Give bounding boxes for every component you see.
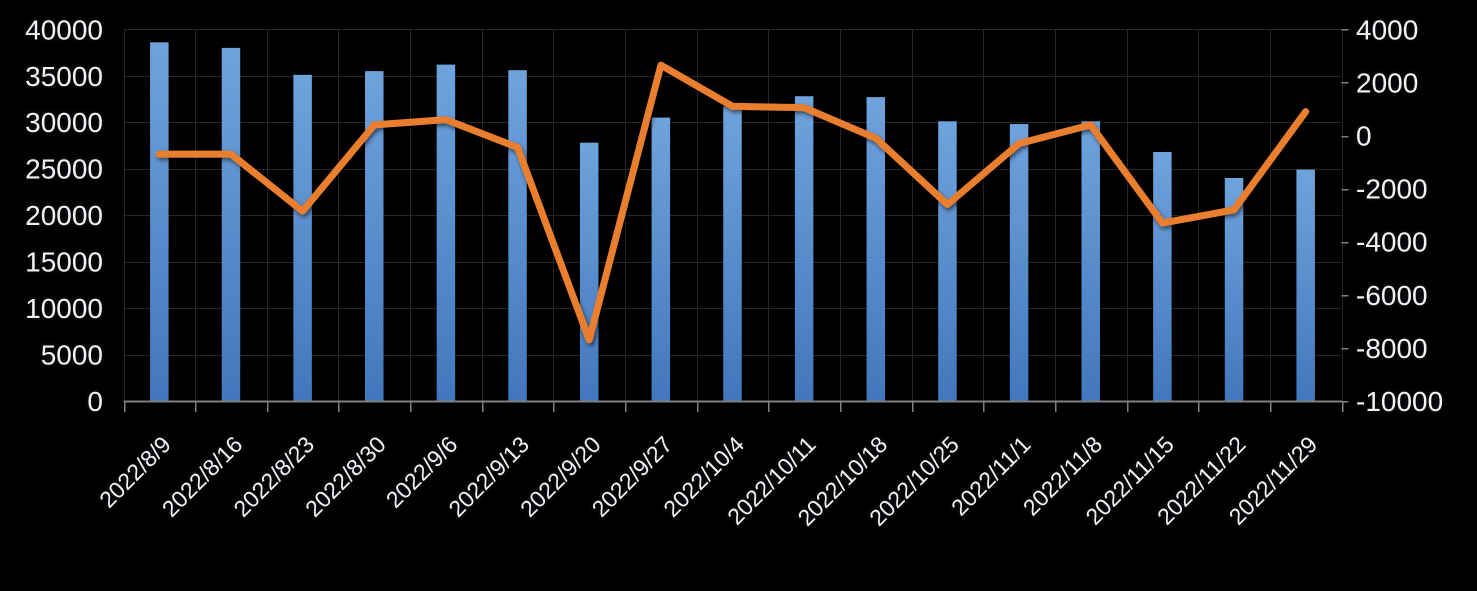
left-axis-tick-label: 10000 <box>25 293 103 324</box>
right-axis-tick-label: -6000 <box>1356 280 1428 311</box>
right-axis-tick-label: -4000 <box>1356 227 1428 258</box>
bar <box>365 71 384 402</box>
bar <box>293 74 312 401</box>
right-axis-tick-label: -8000 <box>1356 333 1428 364</box>
left-axis-tick-label: 20000 <box>25 200 103 231</box>
bar <box>1081 121 1100 402</box>
left-axis-tick-label: 30000 <box>25 107 103 138</box>
bar <box>723 106 742 402</box>
right-axis-tick-label: -2000 <box>1356 174 1428 205</box>
right-axis-tick-label: 2000 <box>1356 67 1418 98</box>
bar <box>1296 169 1315 401</box>
bar <box>938 121 957 402</box>
bar <box>508 70 527 401</box>
bar <box>150 42 169 401</box>
right-axis-tick-label: 4000 <box>1356 14 1418 45</box>
left-axis-tick-label: 40000 <box>25 14 103 45</box>
bar <box>794 96 814 402</box>
left-axis-tick-label: 5000 <box>41 340 103 371</box>
bar <box>579 142 599 401</box>
x-axis-labels: 2022/8/92022/8/162022/8/232022/8/302022/… <box>94 431 1322 531</box>
left-axis-tick-label: 35000 <box>25 61 103 92</box>
bar-series <box>150 42 1315 402</box>
bar <box>221 47 241 401</box>
right-axis-tick-label: 0 <box>1356 121 1372 152</box>
left-axis-labels: 0 5000 10000 15000 20000 25000 30000 35000 40000 <box>25 14 103 417</box>
bar <box>1153 151 1172 401</box>
right-axis-labels: -10000 -8000 -6000 -4000 -2000 0 2000 4000 <box>1356 14 1443 417</box>
bar <box>651 117 671 402</box>
left-axis-tick-label: 25000 <box>25 154 103 185</box>
left-axis-tick-label: 15000 <box>25 247 103 278</box>
bar <box>1224 177 1244 401</box>
bar <box>436 64 456 401</box>
left-axis-tick-label: 0 <box>87 386 103 417</box>
line-series <box>155 61 1310 344</box>
bar <box>1009 124 1029 402</box>
x-axis <box>123 28 1349 412</box>
bar <box>866 97 886 401</box>
right-axis-tick-label: -10000 <box>1356 386 1443 417</box>
